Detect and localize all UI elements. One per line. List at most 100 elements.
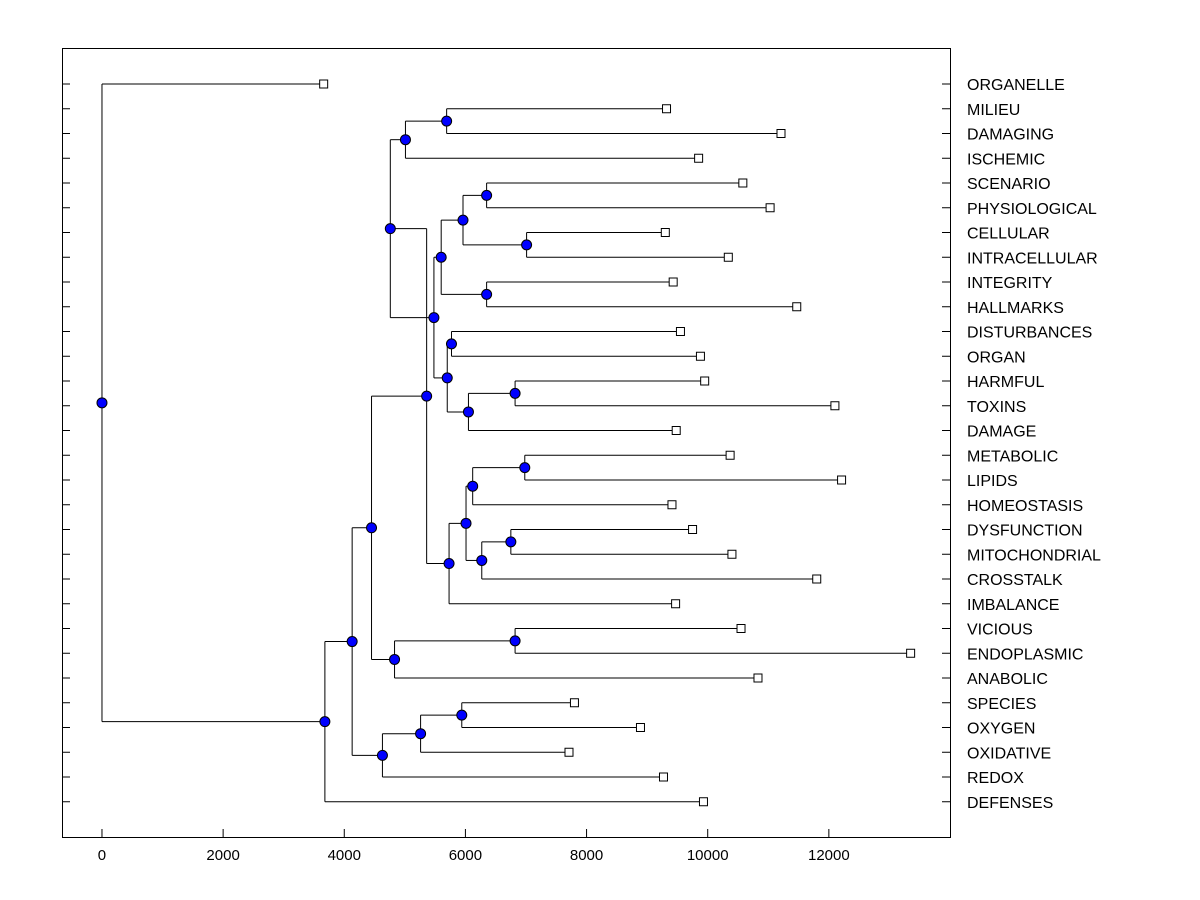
leaf-label-endoplasmic: ENDOPLASMIC (967, 646, 1083, 663)
x-tick-label-10000: 10000 (687, 847, 729, 864)
leaf-marker-mitochondrial (727, 549, 737, 559)
leaf-marker-oxidative (564, 747, 574, 757)
x-tick-label-4000: 4000 (328, 847, 361, 864)
leaf-marker-homeostasis (667, 500, 677, 510)
leaf-marker-lipids (837, 475, 847, 485)
leaf-marker-damage (671, 426, 681, 435)
leaf-label-milieu: MILIEU (967, 102, 1020, 119)
leaf-marker-organelle (319, 79, 329, 89)
merge-node-n27 (346, 636, 358, 648)
merge-node-n4 (521, 239, 533, 251)
merge-node-n16 (505, 536, 517, 548)
merge-node-n8 (445, 338, 457, 350)
leaf-markers (319, 79, 916, 807)
leaf-label-damaging: DAMAGING (967, 127, 1054, 144)
merge-node-n6 (481, 288, 493, 300)
leaf-label-damage: DAMAGE (967, 424, 1036, 441)
x-axis: 0 2000 4000 6000 8000 10000 12000 (98, 829, 850, 864)
leaf-label-defenses: DEFENSES (967, 795, 1053, 812)
leaf-label-redox: REDOX (967, 770, 1024, 787)
leaf-label-toxins: TOXINS (967, 399, 1026, 416)
right-tick-marks (942, 83, 950, 803)
x-tick-label-0: 0 (98, 847, 106, 864)
merge-node-n20 (421, 390, 433, 402)
leaf-marker-disturbances (675, 327, 685, 336)
leaf-marker-oxygen (635, 723, 645, 732)
leaf-marker-redox (658, 772, 668, 782)
leaf-label-oxidative: OXIDATIVE (967, 745, 1051, 762)
x-tick-label-12000: 12000 (808, 847, 850, 864)
leaf-marker-dysfunction (688, 525, 698, 534)
leaf-marker-damaging (776, 129, 786, 138)
leaf-marker-ischemic (694, 153, 704, 163)
leaf-marker-intracellular (723, 252, 733, 262)
leaf-label-integrity: INTEGRITY (967, 275, 1053, 292)
leaf-labels: ORGANELLE MILIEU DAMAGING ISCHEMIC SCENARIO P… (967, 77, 1101, 812)
leaf-marker-defenses (698, 797, 708, 807)
merge-node-n18 (460, 517, 472, 529)
leaf-label-homeostasis: HOMEOSTASIS (967, 498, 1083, 515)
merge-node-n23 (366, 522, 378, 534)
merge-node-n1 (441, 115, 453, 127)
merge-node-n3 (481, 189, 493, 201)
merge-node-n25 (415, 728, 427, 740)
leaf-label-intracellular: INTRACELLULAR (967, 250, 1098, 267)
merge-node-n19 (443, 558, 455, 570)
leaf-marker-physiological (765, 203, 775, 213)
leaf-label-physiological: PHYSIOLOGICAL (967, 201, 1097, 218)
merge-node-n29 (96, 397, 108, 409)
merge-node-n7 (435, 251, 447, 263)
merge-nodes (96, 115, 533, 761)
leaf-label-hallmarks: HALLMARKS (967, 300, 1064, 317)
merge-node-n9 (509, 387, 521, 399)
leaf-marker-hallmarks (792, 302, 802, 312)
leaf-marker-metabolic (725, 450, 735, 460)
x-tick-label-6000: 6000 (449, 847, 482, 864)
leaf-marker-endoplasmic (906, 648, 916, 658)
leaf-label-crosstalk: CROSSTALK (967, 572, 1063, 589)
leaf-label-species: SPECIES (967, 696, 1036, 713)
leaf-label-oxygen: OXYGEN (967, 721, 1035, 738)
merge-node-n12 (428, 312, 440, 324)
merge-node-n24 (456, 709, 468, 721)
leaf-marker-cellular (660, 228, 670, 237)
merge-node-n15 (467, 480, 479, 492)
merge-node-n2 (399, 134, 411, 146)
leaf-marker-organ (695, 351, 705, 361)
leaf-label-anabolic: ANABOLIC (967, 671, 1048, 688)
leaf-label-scenario: SCENARIO (967, 176, 1051, 193)
leaf-label-disturbances: DISTURBANCES (967, 325, 1092, 342)
leaf-marker-vicious (736, 624, 746, 633)
merge-node-n21 (509, 635, 521, 647)
leaf-marker-toxins (830, 401, 840, 411)
leaf-label-imbalance: IMBALANCE (967, 597, 1059, 614)
merge-node-n28 (319, 716, 331, 728)
merge-node-n22 (389, 653, 401, 665)
leaf-marker-imbalance (671, 599, 681, 609)
leaf-label-metabolic: METABOLIC (967, 448, 1058, 465)
plot-frame (62, 48, 951, 838)
dendrogram-links (101, 83, 911, 803)
leaf-label-organelle: ORGANELLE (967, 77, 1065, 94)
merge-node-n10 (462, 406, 474, 418)
leaf-marker-milieu (662, 104, 672, 114)
merge-node-n14 (519, 462, 531, 474)
leaf-label-mitochondrial: MITOCHONDRIAL (967, 547, 1101, 564)
leaf-label-harmful: HARMFUL (967, 374, 1044, 391)
leaf-label-dysfunction: DYSFUNCTION (967, 523, 1083, 540)
leaf-label-cellular: CELLULAR (967, 226, 1050, 243)
leaf-marker-harmful (700, 376, 710, 386)
leaf-label-organ: ORGAN (967, 349, 1026, 366)
x-tick-label-2000: 2000 (206, 847, 239, 864)
leaf-label-vicious: VICIOUS (967, 622, 1033, 639)
leaf-label-ischemic: ISCHEMIC (967, 151, 1045, 168)
leaf-label-lipids: LIPIDS (967, 473, 1018, 490)
merge-node-n26 (376, 749, 388, 761)
leaf-marker-scenario (738, 178, 748, 188)
leaf-marker-anabolic (753, 673, 763, 683)
merge-node-n13 (384, 223, 396, 235)
merge-node-n17 (476, 554, 488, 566)
merge-node-n11 (441, 372, 453, 384)
